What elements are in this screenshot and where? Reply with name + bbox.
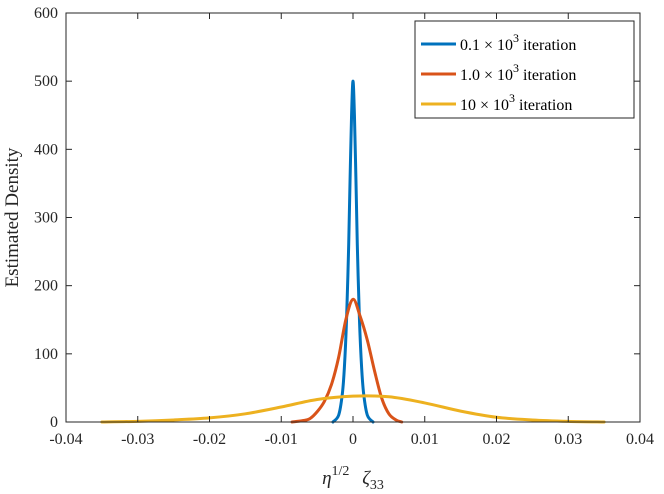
y-axis-label: Estimated Density bbox=[2, 147, 23, 287]
y-axis-ticks: 0 100 200 300 400 500 600 bbox=[34, 5, 640, 431]
legend-label-1: 0.1 × 103 iteration bbox=[460, 31, 576, 54]
y-tick-label: 400 bbox=[34, 141, 58, 158]
series-line-1 bbox=[331, 79, 375, 424]
x-tick-label: 0.03 bbox=[554, 431, 582, 448]
x-tick-label: -0.02 bbox=[193, 431, 226, 448]
legend-label-3: 10 × 103 iteration bbox=[460, 91, 572, 114]
series-line-3 bbox=[100, 394, 606, 424]
y-tick-label: 600 bbox=[34, 5, 58, 22]
x-tick-label: 0 bbox=[349, 431, 357, 448]
legend-label-2: 1.0 × 103 iteration bbox=[460, 61, 576, 84]
y-tick-label: 500 bbox=[34, 73, 58, 90]
legend-box bbox=[414, 20, 635, 119]
y-tick-label: 300 bbox=[34, 210, 58, 227]
x-axis-label: η1/2 ζ33 bbox=[322, 464, 384, 493]
x-tick-label: -0.01 bbox=[265, 431, 298, 448]
series-lines bbox=[100, 79, 606, 424]
y-tick-label: 200 bbox=[34, 278, 58, 295]
y-tick-label: 100 bbox=[34, 346, 58, 363]
x-tick-label: -0.04 bbox=[49, 431, 82, 448]
x-tick-label: 0.01 bbox=[411, 431, 439, 448]
x-tick-label: -0.03 bbox=[121, 431, 154, 448]
x-tick-label: 0.04 bbox=[626, 431, 654, 448]
x-tick-label: 0.02 bbox=[483, 431, 511, 448]
series-line-2 bbox=[290, 297, 404, 424]
y-tick-label: 0 bbox=[50, 414, 58, 431]
legend: 0.1 × 103 iteration 1.0 × 103 iteration 10… bbox=[414, 20, 635, 119]
x-axis-ticks: -0.04 -0.03 -0.02 -0.01 0 0.01 0.02 0.03 0.04 bbox=[49, 13, 654, 448]
